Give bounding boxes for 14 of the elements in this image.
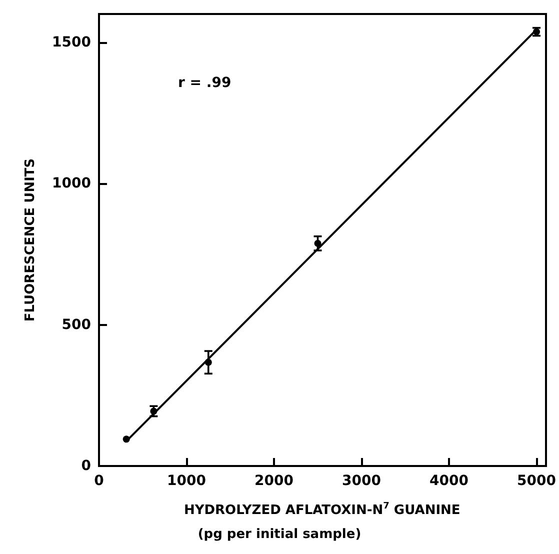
annotation: r = .99 bbox=[178, 75, 232, 91]
y-tick-label: 1500 bbox=[52, 34, 92, 50]
y-tick-label: 0 bbox=[81, 458, 92, 474]
point bbox=[122, 436, 130, 443]
y-axis-title: FLUORESCENCE UNITS bbox=[23, 158, 38, 322]
x-tick-label: 1000 bbox=[167, 473, 206, 489]
x-tick-label: 2000 bbox=[254, 473, 294, 489]
x-tick-label: 5000 bbox=[517, 473, 556, 489]
x-tick-label: 0 bbox=[94, 473, 104, 489]
x-tick-label: 3000 bbox=[342, 473, 382, 489]
y-tick-label: 500 bbox=[62, 316, 92, 333]
x-tick-label: 4000 bbox=[430, 473, 469, 489]
y-tick-label: 1000 bbox=[52, 176, 92, 192]
text: (pg per initial sample) bbox=[198, 527, 362, 542]
